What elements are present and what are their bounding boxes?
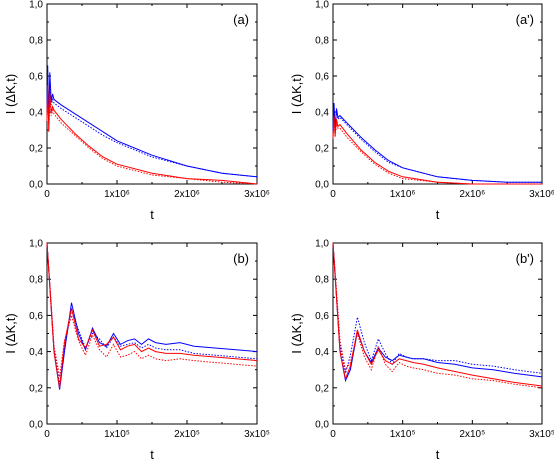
y-tick-label: 0,0 (29, 420, 43, 431)
y-tick-label: 0,0 (315, 420, 329, 431)
x-axis-label: t (436, 447, 440, 462)
series-line-3 (332, 242, 543, 389)
plot-frame (46, 3, 258, 185)
y-tick-label: 0,6 (29, 72, 43, 83)
x-axis-label: t (436, 207, 440, 222)
x-tick-label: 0 (44, 189, 50, 200)
chart-panel-3: 0,0 0,2 0,4 0,6 0,8 1,0 0 1x10⁵ 2x10⁵ 3x10⁵ (b') t I… (289, 239, 554, 463)
y-tick-label: 0,8 (315, 275, 329, 286)
series-line-0 (46, 65, 258, 178)
series-line-2 (332, 242, 543, 387)
panel-label: (b) (233, 251, 249, 266)
y-tick-label: 1,0 (29, 239, 43, 250)
y-tick-label: 0,6 (315, 72, 329, 83)
series-line-0 (46, 242, 258, 390)
x-axis-label: t (150, 207, 154, 222)
x-tick-label: 2x10⁵ (459, 429, 485, 440)
y-tick-label: 0,8 (315, 36, 329, 47)
series-line-0 (332, 102, 542, 183)
chart-panel-2: 0,0 0,2 0,4 0,6 0,8 1,0 0 1x10⁵ 2x10⁵ 3x10⁵ (b) t I … (3, 239, 270, 463)
plot-frame (332, 242, 543, 425)
panel-label: (b') (516, 251, 534, 266)
y-tick-label: 0,2 (29, 144, 43, 155)
x-tick-label: 3x10⁵ (529, 429, 554, 440)
series-line-2 (46, 84, 258, 185)
series-line-2 (332, 115, 542, 185)
x-tick-label: 0 (330, 189, 336, 200)
x-tick-label: 1x10⁵ (104, 429, 130, 440)
y-tick-label: 0,6 (315, 311, 329, 322)
series-line-2 (46, 242, 258, 388)
y-tick-label: 0,0 (315, 180, 329, 191)
x-tick-label: 2x10⁵ (174, 429, 200, 440)
x-tick-label: 3x10⁶ (244, 189, 270, 200)
series-line-0 (332, 242, 543, 383)
series-line-1 (332, 106, 542, 183)
x-tick-label: 1x10⁶ (390, 189, 416, 200)
panel-label: (a) (233, 12, 249, 27)
y-tick-label: 1,0 (29, 0, 43, 11)
y-tick-label: 0,6 (29, 311, 43, 322)
y-tick-label: 0,2 (315, 144, 329, 155)
x-tick-label: 2x10⁶ (174, 189, 200, 200)
y-tick-label: 0,4 (29, 347, 43, 358)
x-tick-label: 2x10⁶ (459, 189, 485, 200)
y-axis-label: I (ΔK,t) (3, 313, 18, 353)
y-axis-label: I (ΔK,t) (289, 74, 304, 114)
y-tick-label: 1,0 (315, 239, 329, 250)
x-tick-label: 1x10⁵ (390, 429, 416, 440)
x-axis-label: t (150, 447, 154, 462)
y-tick-label: 0,2 (315, 383, 329, 394)
y-tick-label: 1,0 (315, 0, 329, 11)
y-tick-label: 0,4 (29, 108, 43, 119)
x-tick-label: 3x10⁶ (529, 189, 554, 200)
x-tick-label: 0 (330, 429, 336, 440)
chart-panel-1: 0,0 0,2 0,4 0,6 0,8 1,0 0 1x10⁶ 2x10⁶ 3x10⁶ (a') t I… (289, 0, 554, 222)
series-line-3 (332, 119, 542, 185)
series-line-1 (46, 75, 258, 178)
y-tick-label: 0,2 (29, 383, 43, 394)
series-line-3 (46, 242, 258, 377)
panel-label: (a') (516, 12, 534, 27)
y-tick-label: 0,8 (29, 275, 43, 286)
x-tick-label: 1x10⁶ (104, 189, 130, 200)
series-line-1 (332, 242, 543, 374)
x-tick-label: 0 (44, 429, 50, 440)
y-tick-label: 0,8 (29, 36, 43, 47)
x-tick-label: 3x10⁵ (244, 429, 270, 440)
y-axis-label: I (ΔK,t) (289, 313, 304, 353)
y-tick-label: 0,4 (315, 108, 329, 119)
y-axis-label: I (ΔK,t) (3, 74, 18, 114)
series-line-3 (46, 90, 258, 185)
y-tick-label: 0,4 (315, 347, 329, 358)
plot-frame (332, 3, 543, 185)
y-tick-label: 0,0 (29, 180, 43, 191)
chart-panel-0: 0,0 0,2 0,4 0,6 0,8 1,0 0 1x10⁶ 2x10⁶ 3x10⁶ (a) t I … (3, 0, 270, 222)
